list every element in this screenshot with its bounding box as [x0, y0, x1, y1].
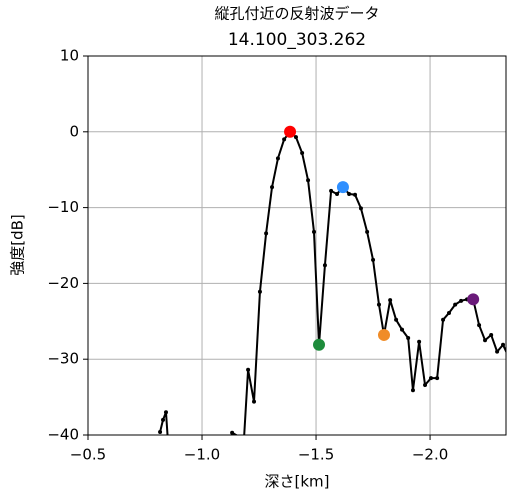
data-point — [435, 376, 440, 381]
data-point — [246, 367, 251, 372]
data-point — [365, 229, 370, 234]
data-point — [252, 399, 257, 404]
highlight-point — [336, 181, 349, 194]
data-point — [158, 429, 163, 434]
highlight-point — [313, 338, 326, 351]
x-axis-label: 深さ[km] — [264, 473, 329, 491]
data-point — [406, 335, 411, 340]
y-tick-label: 10 — [60, 47, 79, 65]
data-point — [282, 137, 287, 142]
chart-title: 縦孔付近の反射波データ — [214, 5, 379, 23]
data-point — [264, 231, 269, 236]
data-point — [477, 323, 482, 328]
y-tick-label: −40 — [47, 426, 79, 444]
highlight-point — [284, 125, 297, 138]
data-point — [322, 263, 327, 268]
data-point — [257, 289, 262, 294]
data-point — [507, 356, 511, 360]
data-point — [441, 317, 446, 322]
data-point — [238, 435, 242, 439]
data-point — [376, 302, 381, 307]
data-point — [242, 437, 246, 441]
data-point — [371, 257, 376, 262]
y-tick-label: −30 — [47, 350, 79, 368]
data-point — [501, 342, 506, 347]
data-point — [329, 188, 334, 193]
data-point — [394, 317, 399, 322]
data-point — [306, 178, 311, 183]
data-point — [163, 410, 168, 415]
data-point — [358, 206, 363, 211]
data-point — [446, 310, 451, 315]
data-point — [347, 191, 352, 196]
data-point — [428, 376, 433, 381]
data-point — [293, 135, 298, 140]
x-tick-label: −1.5 — [298, 446, 334, 464]
highlight-point — [377, 328, 390, 341]
data-point — [417, 339, 422, 344]
x-tick-label: −1.0 — [184, 446, 220, 464]
axes-frame — [87, 55, 507, 436]
data-point — [275, 156, 280, 161]
y-tick-label: −20 — [47, 274, 79, 292]
x-tick-label: −2.0 — [412, 446, 448, 464]
grid — [87, 55, 506, 436]
data-point — [423, 382, 428, 387]
data-point — [161, 417, 166, 422]
data-point — [489, 332, 494, 337]
y-tick-label: 0 — [69, 122, 79, 140]
data-point — [353, 192, 358, 197]
y-tick-label: −10 — [47, 198, 79, 216]
ticks: −0.5 −1.0 −1.5 −2.0 −40 −30 −20 −10 0 10 — [47, 47, 448, 464]
data-point — [400, 327, 405, 332]
data-point — [388, 298, 393, 303]
chart-subtitle: 14.100_303.262 — [228, 30, 366, 50]
highlight-point — [467, 293, 480, 306]
data-point — [166, 441, 170, 445]
data-point — [230, 430, 235, 435]
data-point — [453, 302, 458, 307]
data-point — [335, 191, 340, 196]
data-point — [270, 185, 275, 190]
data-point — [311, 229, 316, 234]
data-point — [495, 349, 500, 354]
y-axis-label: 強度[dB] — [9, 214, 27, 276]
data-point — [459, 298, 464, 303]
data-point — [410, 388, 415, 393]
data-point — [483, 338, 488, 343]
data-point — [300, 151, 305, 156]
plot-area — [158, 125, 511, 445]
x-tick-label: −0.5 — [70, 446, 106, 464]
data-line — [159, 130, 506, 435]
